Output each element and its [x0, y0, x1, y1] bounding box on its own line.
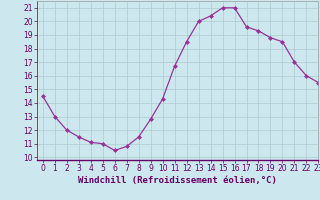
X-axis label: Windchill (Refroidissement éolien,°C): Windchill (Refroidissement éolien,°C)	[78, 176, 277, 185]
